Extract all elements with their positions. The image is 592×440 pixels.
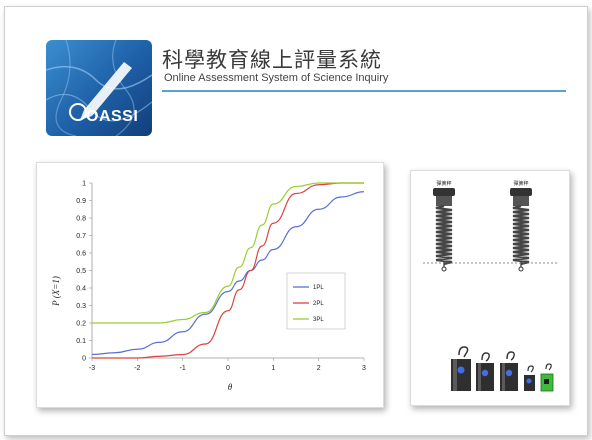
x-tick-label: -3 — [89, 365, 95, 372]
x-tick-label: 1 — [271, 365, 275, 372]
oassi-logo: OASSI — [46, 40, 152, 136]
legend-box — [286, 272, 346, 330]
y-tick-label: 0 — [82, 356, 86, 363]
y-tick-label: 0.4 — [76, 286, 86, 293]
y-tick-label: 0.3 — [76, 303, 86, 310]
spring-scale-label-left: 彈簧秤 — [436, 180, 451, 187]
y-tick-label: 1 — [82, 181, 86, 188]
y-tick-label: 0.2 — [76, 321, 86, 328]
spring-left — [433, 188, 455, 272]
x-axis-label: θ — [228, 382, 233, 392]
irt-chart-card: 0 0.1 0.2 0.3 0.4 0.5 0.6 0.7 0.8 0.9 1 -3 -2 -1 0 1 2 3 1… — [36, 162, 384, 408]
weights-group — [451, 346, 554, 392]
y-tick-label: 0.5 — [76, 268, 86, 275]
spring-right — [510, 188, 532, 272]
spring-scale-label-right: 彈簧秤 — [513, 180, 528, 187]
y-tick-label: 0.7 — [76, 233, 86, 240]
logo-text: OASSI — [86, 108, 139, 125]
title-divider — [162, 90, 566, 92]
legend-label-3pl: 3PL — [313, 317, 324, 323]
series-line-1pl — [91, 191, 365, 356]
y-tick-label: 0.1 — [76, 338, 86, 345]
logo-graphic — [46, 40, 152, 136]
series-line-2pl — [92, 182, 364, 359]
y-tick-label: 0.9 — [76, 198, 86, 205]
y-axis-label: P (X=1) — [51, 276, 61, 307]
irt-chart: 0 0.1 0.2 0.3 0.4 0.5 0.6 0.7 0.8 0.9 1 -3 -2 -1 0 1 2 3 1… — [51, 181, 366, 393]
page-subtitle: Online Assessment System of Science Inqu… — [164, 72, 389, 84]
y-tick-label: 0.8 — [76, 216, 86, 223]
x-tick-label: -2 — [134, 365, 140, 372]
spring-scale-card: 彈簧秤 彈簧秤 — [410, 170, 570, 406]
spring-scale-illustration: 彈簧秤 彈簧秤 — [423, 180, 557, 392]
legend-label-2pl: 2PL — [313, 301, 324, 307]
x-tick-label: 3 — [362, 365, 366, 372]
legend-label-1pl: 1PL — [313, 285, 324, 291]
x-tick-label: -1 — [180, 365, 186, 372]
x-tick-label: 0 — [226, 365, 230, 372]
x-tick-label: 2 — [317, 365, 321, 372]
page-title: 科學教育線上評量系統 — [162, 48, 382, 72]
y-tick-label: 0.6 — [76, 251, 86, 258]
series-line-3pl — [91, 182, 364, 324]
